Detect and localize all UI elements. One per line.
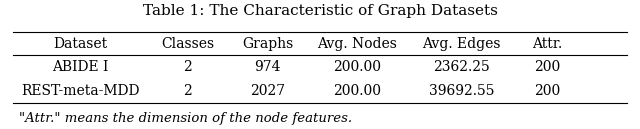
Text: 200: 200 bbox=[534, 60, 561, 74]
Text: Dataset: Dataset bbox=[53, 37, 108, 51]
Text: 2: 2 bbox=[184, 84, 192, 98]
Text: 200: 200 bbox=[534, 84, 561, 98]
Text: 2362.25: 2362.25 bbox=[433, 60, 490, 74]
Text: Avg. Edges: Avg. Edges bbox=[422, 37, 500, 51]
Text: ABIDE I: ABIDE I bbox=[52, 60, 109, 74]
Text: 200.00: 200.00 bbox=[333, 84, 381, 98]
Text: Avg. Nodes: Avg. Nodes bbox=[317, 37, 397, 51]
Text: "Attr." means the dimension of the node features.: "Attr." means the dimension of the node … bbox=[19, 112, 353, 125]
Text: Table 1: The Characteristic of Graph Datasets: Table 1: The Characteristic of Graph Dat… bbox=[143, 4, 497, 18]
Text: 2: 2 bbox=[184, 60, 192, 74]
Text: REST-meta-MDD: REST-meta-MDD bbox=[21, 84, 140, 98]
Text: 974: 974 bbox=[255, 60, 281, 74]
Text: Attr.: Attr. bbox=[532, 37, 563, 51]
Text: Graphs: Graphs bbox=[242, 37, 293, 51]
Text: 39692.55: 39692.55 bbox=[429, 84, 494, 98]
Text: Classes: Classes bbox=[161, 37, 214, 51]
Text: 200.00: 200.00 bbox=[333, 60, 381, 74]
Text: 2027: 2027 bbox=[250, 84, 285, 98]
